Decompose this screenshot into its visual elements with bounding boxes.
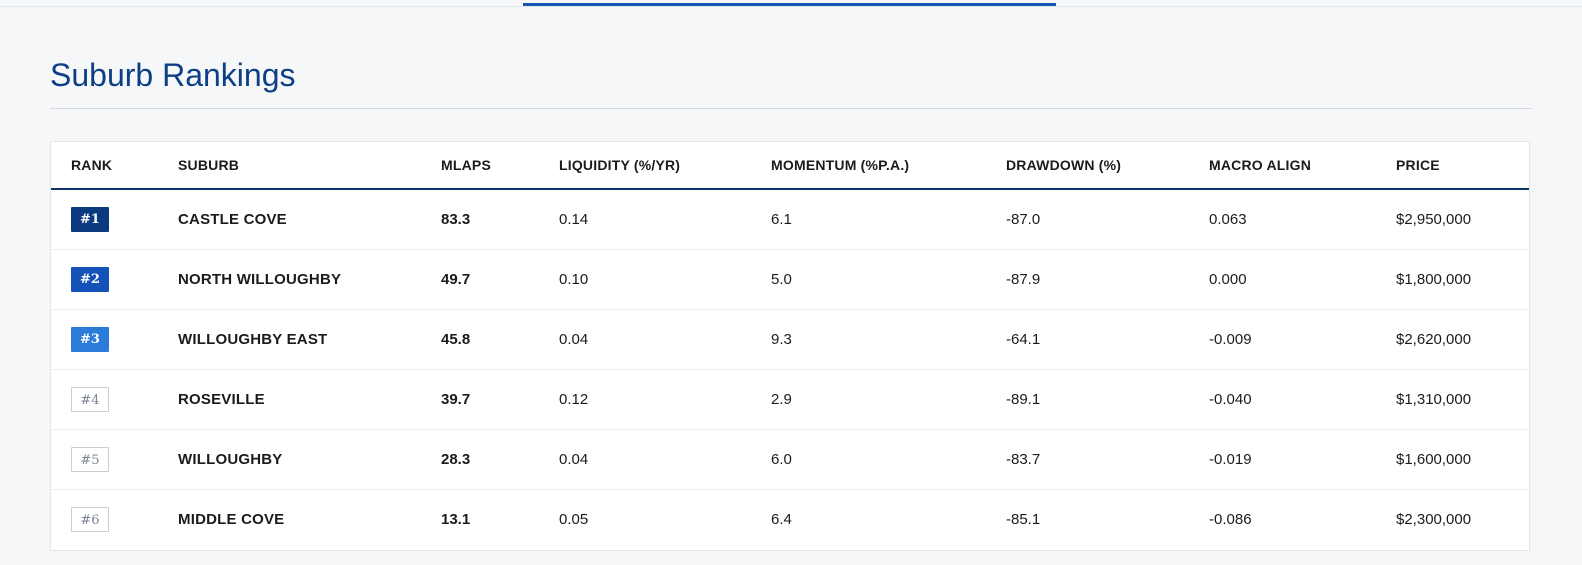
rank-badge: #6 [71, 507, 109, 532]
drawdown-cell: -64.1 [986, 309, 1189, 370]
table-header-row: RANK SUBURB MLAPS LIQUIDITY (%/YR) MOMEN… [51, 142, 1529, 190]
suburb-cell: MIDDLE COVE [178, 511, 285, 528]
suburb-cell: CASTLE COVE [158, 189, 421, 250]
table-row[interactable]: #3 WILLOUGHBY EAST 45.8 0.04 9.3 -64.1 -… [51, 309, 1529, 370]
rank-cell: #6 [51, 490, 158, 550]
momentum-cell: 6.1 [751, 189, 986, 250]
top-divider [0, 6, 1582, 7]
mlaps-cell: 49.7 [421, 249, 539, 310]
rank-badge: #3 [71, 327, 109, 352]
drawdown-cell: -87.9 [986, 249, 1189, 310]
drawdown-cell: -89.1 [986, 369, 1189, 430]
header-price[interactable]: PRICE [1376, 142, 1529, 190]
table-row[interactable]: #4 ROSEVILLE 39.7 0.12 2.9 -89.1 -0.040 … [51, 369, 1529, 430]
mlaps-cell: 13.1 [441, 511, 471, 528]
header-momentum[interactable]: MOMENTUM (%P.A.) [751, 142, 986, 190]
rank-badge: #4 [71, 387, 109, 412]
mlaps-cell: 83.3 [421, 189, 539, 250]
drawdown-cell: -83.7 [986, 429, 1189, 490]
liquidity-cell: 0.04 [539, 429, 751, 490]
rank-cell: #2 [51, 249, 158, 310]
macro-align-cell: -0.019 [1189, 429, 1376, 490]
liquidity-cell: 0.14 [539, 189, 751, 250]
table-row[interactable]: #5 WILLOUGHBY 28.3 0.04 6.0 -83.7 -0.019… [51, 429, 1529, 490]
rank-badge: #5 [71, 447, 109, 472]
price-cell: $1,600,000 [1376, 429, 1529, 490]
momentum-cell: 5.0 [751, 249, 986, 310]
liquidity-cell: 0.05 [559, 511, 589, 528]
suburb-cell: WILLOUGHBY [158, 429, 421, 490]
table-row[interactable]: #2 NORTH WILLOUGHBY 49.7 0.10 5.0 -87.9 … [51, 249, 1529, 310]
rank-cell: #1 [51, 189, 158, 250]
macro-align-cell: -0.009 [1189, 309, 1376, 370]
rank-cell: #5 [51, 429, 158, 490]
mlaps-cell: 39.7 [421, 369, 539, 430]
header-mlaps[interactable]: MLAPS [421, 142, 539, 190]
macro-align-cell: 0.063 [1189, 189, 1376, 250]
rankings-table: RANK SUBURB MLAPS LIQUIDITY (%/YR) MOMEN… [51, 142, 1529, 550]
table-row[interactable]: #6 MIDDLE COVE 13.1 0.05 6.4 -85.1 -0.08… [51, 490, 1529, 550]
price-cell: $1,310,000 [1376, 369, 1529, 430]
drawdown-cell: -87.0 [986, 189, 1189, 250]
header-macro-align[interactable]: MACRO ALIGN [1189, 142, 1376, 190]
macro-align-cell: -0.086 [1209, 511, 1252, 528]
rankings-table-card: RANK SUBURB MLAPS LIQUIDITY (%/YR) MOMEN… [50, 141, 1530, 551]
header-liquidity[interactable]: LIQUIDITY (%/YR) [539, 142, 751, 190]
price-cell: $1,800,000 [1376, 249, 1529, 310]
suburb-cell: ROSEVILLE [158, 369, 421, 430]
momentum-cell: 6.4 [771, 511, 792, 528]
drawdown-cell: -85.1 [1006, 511, 1041, 528]
header-rank[interactable]: RANK [51, 142, 158, 190]
macro-align-cell: -0.040 [1189, 369, 1376, 430]
mlaps-cell: 28.3 [421, 429, 539, 490]
macro-align-cell: 0.000 [1189, 249, 1376, 310]
rank-badge: #1 [71, 207, 109, 232]
rank-cell: #3 [51, 309, 158, 370]
page-title: Suburb Rankings [50, 57, 296, 93]
price-cell: $2,620,000 [1376, 309, 1529, 370]
liquidity-cell: 0.12 [539, 369, 751, 430]
liquidity-cell: 0.04 [539, 309, 751, 370]
price-cell: $2,300,000 [1396, 511, 1472, 528]
momentum-cell: 9.3 [751, 309, 986, 370]
mlaps-cell: 45.8 [421, 309, 539, 370]
liquidity-cell: 0.10 [539, 249, 751, 310]
momentum-cell: 6.0 [751, 429, 986, 490]
header-suburb[interactable]: SUBURB [158, 142, 421, 190]
rank-badge: #2 [71, 267, 109, 292]
header-drawdown[interactable]: DRAWDOWN (%) [986, 142, 1189, 190]
table-row[interactable]: #1 CASTLE COVE 83.3 0.14 6.1 -87.0 0.063… [51, 189, 1529, 250]
momentum-cell: 2.9 [751, 369, 986, 430]
suburb-cell: WILLOUGHBY EAST [158, 309, 421, 370]
active-tab-indicator [523, 3, 1056, 6]
price-cell: $2,950,000 [1376, 189, 1529, 250]
rank-cell: #4 [51, 369, 158, 430]
suburb-cell: NORTH WILLOUGHBY [158, 249, 421, 310]
title-divider [50, 108, 1531, 109]
